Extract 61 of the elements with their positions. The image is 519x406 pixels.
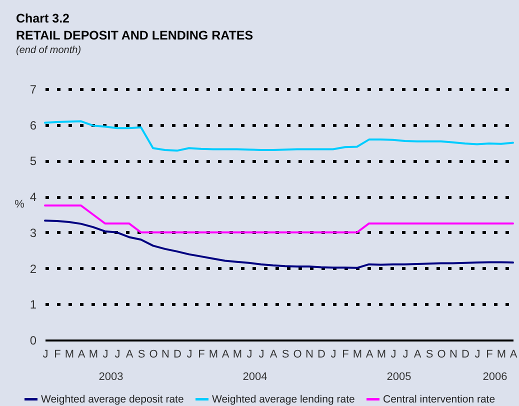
legend-label: Weighted average lending rate	[212, 393, 355, 406]
x-tick-label: F	[198, 348, 206, 360]
text: 2003	[98, 371, 124, 383]
x-tick-label: D	[462, 348, 470, 360]
x-tick-label: F	[342, 348, 350, 360]
y-tick-label: 1	[30, 298, 37, 312]
text: 2004	[242, 371, 268, 383]
x-tick-label: J	[402, 348, 408, 360]
text: 2005	[386, 371, 412, 383]
x-tick-label: J	[390, 348, 396, 360]
y-tick-label: 7	[30, 82, 37, 96]
y-axis-title: %	[14, 198, 25, 210]
y-tick-label: 2	[30, 262, 37, 276]
x-tick-label: F	[486, 348, 494, 360]
x-tick-label: J	[42, 348, 48, 360]
y-tick-label: 0	[30, 334, 37, 348]
x-tick-label: N	[162, 348, 170, 360]
x-tick-label: M	[208, 348, 218, 360]
x-tick-label: O	[293, 348, 302, 360]
x-tick-label: S	[282, 348, 290, 360]
y-tick-label: 6	[30, 118, 37, 132]
legend-label: Weighted average deposit rate	[41, 393, 184, 406]
x-tick-label: A	[78, 348, 86, 360]
x-tick-label: A	[126, 348, 134, 360]
x-tick-label: M	[88, 348, 98, 360]
y-tick-label: 4	[30, 190, 37, 204]
x-tick-label: J	[186, 348, 192, 360]
x-tick-label: M	[64, 348, 74, 360]
line-series	[44, 220, 514, 269]
text: 2006	[482, 371, 508, 383]
x-tick-label: M	[352, 348, 362, 360]
chart-subtitle: (end of month)	[16, 45, 82, 56]
x-tick-label: J	[474, 348, 480, 360]
y-tick-label: 5	[30, 154, 37, 168]
line-series	[44, 204, 514, 234]
x-tick-label: O	[149, 348, 158, 360]
x-tick-label: J	[330, 348, 336, 360]
x-tick-label: S	[426, 348, 434, 360]
line-series	[44, 120, 514, 152]
x-tick-label: M	[232, 348, 242, 360]
x-tick-label: J	[114, 348, 120, 360]
x-tick-label: D	[318, 348, 326, 360]
x-tick-label: N	[450, 348, 458, 360]
x-tick-label: J	[258, 348, 264, 360]
x-tick-label: A	[366, 348, 374, 360]
x-tick-label: A	[414, 348, 422, 360]
legend-label: Central intervention rate	[383, 393, 496, 406]
x-tick-label: A	[222, 348, 230, 360]
y-tick-label: 3	[30, 226, 37, 240]
x-tick-label: S	[138, 348, 146, 360]
x-tick-label: M	[376, 348, 386, 360]
x-tick-label: D	[174, 348, 182, 360]
x-tick-label: O	[437, 348, 446, 360]
chart-title: Chart 3.2 RETAIL DEPOSIT AND LENDING RATES	[16, 12, 254, 42]
x-tick-label: F	[54, 348, 62, 360]
x-tick-label: A	[510, 348, 518, 360]
x-tick-label: J	[246, 348, 252, 360]
x-tick-label: J	[102, 348, 108, 360]
x-tick-label: A	[270, 348, 278, 360]
x-tick-label: M	[496, 348, 506, 360]
x-tick-label: N	[306, 348, 314, 360]
